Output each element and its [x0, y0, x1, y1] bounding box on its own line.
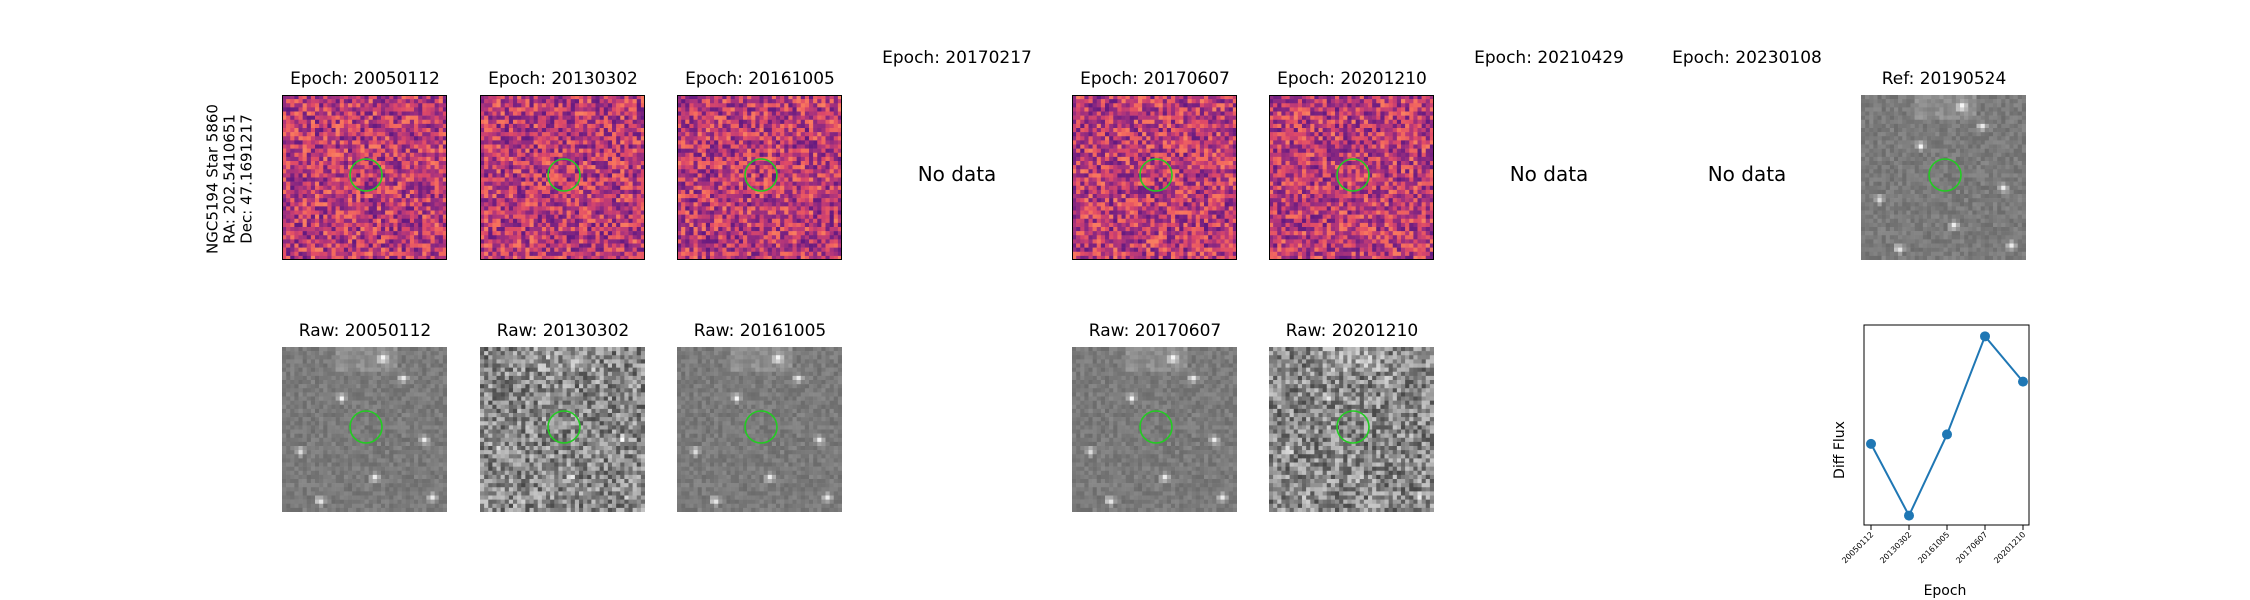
aperture-circle [547, 158, 581, 192]
diff-flux-point-20050112 [1866, 438, 1876, 449]
epoch-title-7: Epoch: 20210429 [1474, 48, 1624, 68]
diff-image-20161005 [677, 95, 842, 260]
star-dec: Dec: 47.1691217 [237, 113, 256, 244]
reference-image [1861, 95, 2026, 260]
aperture-circle [1139, 158, 1173, 192]
raw-title-2: Raw: 20130302 [496, 321, 630, 341]
diff-image-20130302 [480, 95, 645, 260]
raw-image-20161005 [677, 347, 842, 512]
epoch-title-1: Epoch: 20050112 [290, 69, 440, 89]
diff-flux-point-20170607 [1980, 331, 1990, 342]
aperture-circle [1139, 410, 1173, 444]
x-tick-label: 20201210 [1992, 530, 2027, 565]
epoch-title-2: Epoch: 20130302 [488, 69, 638, 89]
x-tick-label: 20050112 [1840, 530, 1875, 565]
raw-image-20201210 [1269, 347, 1434, 512]
aperture-circle [1336, 410, 1370, 444]
aperture-circle [547, 410, 581, 444]
chart-x-axis-label: Epoch [1924, 583, 1967, 599]
aperture-circle [349, 158, 383, 192]
star-ra: RA: 202.5410651 [220, 113, 239, 244]
star-info-label: NGC5194 Star 5860 RA: 202.5410651 Dec: 4… [204, 104, 256, 254]
aperture-circle [1928, 158, 1962, 192]
x-tick-label: 20130302 [1878, 530, 1913, 565]
no-data-label-20170217: No data [917, 162, 997, 186]
x-tick-label: 20161005 [1916, 530, 1951, 565]
diff-flux-series-line [1870, 334, 2024, 518]
raw-image-20130302 [480, 347, 645, 512]
chart-axes-frame [1863, 324, 2030, 526]
raw-image-20050112 [282, 347, 447, 512]
epoch-title-8: Epoch: 20230108 [1672, 48, 1822, 68]
aperture-circle [744, 410, 778, 444]
raw-title-3: Raw: 20161005 [693, 321, 827, 341]
epoch-title-4: Epoch: 20170217 [882, 48, 1032, 68]
chart-y-axis-label: Diff Flux [1832, 421, 1848, 479]
diff-flux-chart: 20050112 20130302 20161005 20170607 20201210… [1832, 324, 2030, 599]
reference-title: Ref: 20190524 [1881, 69, 2007, 89]
no-data-label-20230108: No data [1707, 162, 1787, 186]
aperture-circle [1336, 158, 1370, 192]
epoch-title-3: Epoch: 20161005 [685, 69, 835, 89]
raw-title-4: Raw: 20170607 [1088, 321, 1222, 341]
aperture-circle [349, 410, 383, 444]
epoch-title-5: Epoch: 20170607 [1080, 69, 1230, 89]
diff-image-20170607 [1072, 95, 1237, 260]
epoch-title-6: Epoch: 20201210 [1277, 69, 1427, 89]
raw-image-20170607 [1072, 347, 1237, 512]
diff-flux-point-20201210 [2018, 376, 2028, 387]
diff-image-20050112 [282, 95, 447, 260]
aperture-circle [744, 158, 778, 192]
diff-flux-point-20130302 [1904, 510, 1914, 521]
diff-image-20201210 [1269, 95, 1434, 260]
diff-flux-point-20161005 [1942, 429, 1952, 440]
no-data-label-20210429: No data [1509, 162, 1589, 186]
raw-title-5: Raw: 20201210 [1285, 321, 1419, 341]
star-name: NGC5194 Star 5860 [203, 103, 222, 254]
raw-title-1: Raw: 20050112 [298, 321, 432, 341]
x-tick-label: 20170607 [1954, 530, 1989, 565]
